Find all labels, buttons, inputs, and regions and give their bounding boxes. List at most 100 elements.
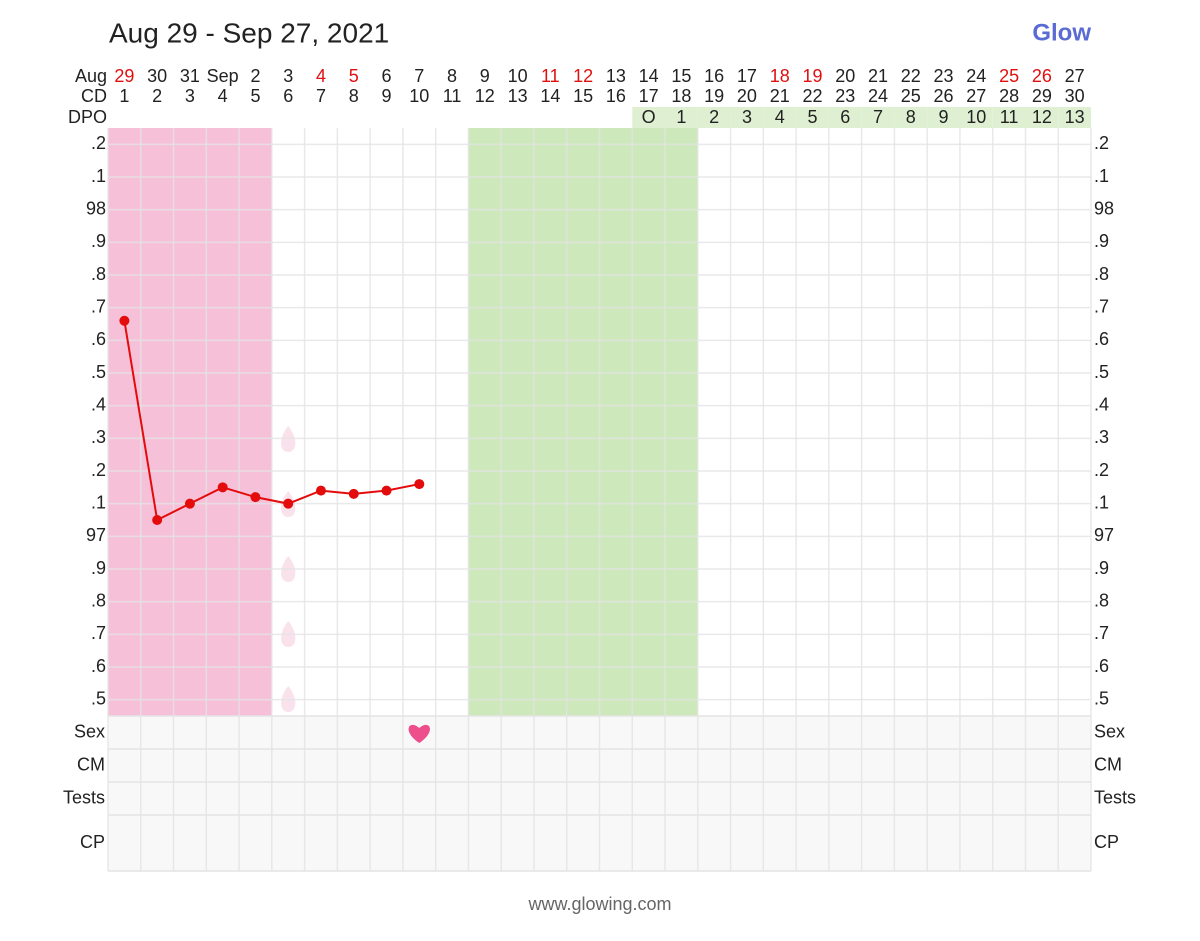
date-label: 20: [835, 66, 855, 86]
y2-tick-label: .6: [1094, 656, 1109, 676]
temperature-point: [283, 498, 294, 509]
dpo-label: 13: [1065, 107, 1085, 127]
dpo-label: 12: [1032, 107, 1052, 127]
dpo-label: 1: [676, 107, 686, 127]
date-label: 30: [147, 66, 167, 86]
dpo-label: 4: [775, 107, 785, 127]
cycle-day-label: 15: [573, 86, 593, 106]
date-label: 26: [1032, 66, 1052, 86]
dpo-cell-bg: [894, 107, 928, 128]
log-row-label-right: Tests: [1094, 787, 1136, 807]
y-tick-label: 97: [86, 525, 106, 545]
cycle-day-label: 13: [508, 86, 528, 106]
row-label: CD: [81, 86, 107, 106]
dpo-label: 2: [709, 107, 719, 127]
temperature-point: [119, 315, 130, 326]
cycle-day-label: 29: [1032, 86, 1052, 106]
date-label: 16: [704, 66, 724, 86]
date-label: 18: [770, 66, 790, 86]
date-label: 19: [802, 66, 822, 86]
dpo-cell-bg: [632, 107, 666, 128]
y-tick-label: .2: [91, 460, 106, 480]
y-tick-label: .7: [91, 296, 106, 316]
date-label: 10: [508, 66, 528, 86]
date-label: 14: [639, 66, 659, 86]
date-label: 23: [934, 66, 954, 86]
temperature-point: [315, 485, 326, 496]
date-label: 15: [671, 66, 691, 86]
date-label: 5: [349, 66, 359, 86]
cycle-day-label: 30: [1065, 86, 1085, 106]
date-label: 25: [999, 66, 1019, 86]
dpo-label: 8: [906, 107, 916, 127]
y-tick-label: .1: [91, 492, 106, 512]
log-row-label-right: Sex: [1094, 721, 1125, 741]
date-label: 6: [382, 66, 392, 86]
y-tick-label: .5: [91, 362, 106, 382]
y-tick-label: 98: [86, 198, 106, 218]
cycle-day-label: 11: [443, 86, 462, 106]
cycle-day-label: 1: [119, 86, 129, 106]
y-tick-label: .6: [91, 329, 106, 349]
y2-tick-label: .3: [1094, 427, 1109, 447]
y-tick-label: .9: [91, 231, 106, 251]
cycle-day-label: 24: [868, 86, 888, 106]
log-row-label: Tests: [63, 787, 105, 807]
cycle-day-label: 2: [152, 86, 162, 106]
dpo-cell-bg: [697, 107, 731, 128]
y2-tick-label: .8: [1094, 264, 1109, 284]
cycle-day-label: 18: [671, 86, 691, 106]
dpo-label: 3: [742, 107, 752, 127]
dpo-label: 9: [939, 107, 949, 127]
dpo-label: 7: [873, 107, 883, 127]
y2-tick-label: .1: [1094, 492, 1109, 512]
dpo-cell-bg: [1058, 107, 1091, 128]
log-row-label: Sex: [74, 721, 105, 741]
row-label: DPO: [68, 107, 107, 127]
temperature-point: [184, 498, 195, 509]
date-label: 27: [1065, 66, 1085, 86]
logo: Glow: [1032, 19, 1091, 46]
log-row-label-right: CM: [1094, 754, 1122, 774]
temperature-point: [250, 492, 261, 503]
y2-tick-label: .2: [1094, 460, 1109, 480]
date-label: 12: [573, 66, 593, 86]
cycle-day-label: 27: [966, 86, 986, 106]
log-row-label: CM: [77, 754, 105, 774]
y2-tick-label: .2: [1094, 133, 1109, 153]
date-label: 7: [414, 66, 424, 86]
date-label: 11: [541, 66, 560, 86]
cycle-day-label: 17: [639, 86, 659, 106]
date-label: 13: [606, 66, 626, 86]
cycle-day-label: 5: [250, 86, 260, 106]
y-tick-label: .8: [91, 264, 106, 284]
cycle-day-label: 22: [802, 86, 822, 106]
date-label: 4: [316, 66, 326, 86]
cycle-day-label: 28: [999, 86, 1019, 106]
y-tick-label: .5: [91, 688, 106, 708]
y2-tick-label: .1: [1094, 166, 1109, 186]
chart-title: Aug 29 - Sep 27, 2021: [109, 17, 389, 48]
dpo-cell-bg: [763, 107, 797, 128]
sex-heart: [408, 724, 430, 743]
y2-tick-label: .7: [1094, 623, 1109, 643]
cycle-day-label: 7: [316, 86, 326, 106]
log-row-label: CP: [80, 832, 105, 852]
cycle-day-label: 8: [349, 86, 359, 106]
dpo-cell-bg: [992, 107, 1026, 128]
dpo-label: 10: [966, 107, 986, 127]
y-tick-label: .6: [91, 656, 106, 676]
y2-tick-label: .9: [1094, 558, 1109, 578]
dpo-label: 5: [807, 107, 817, 127]
cycle-day-label: 10: [409, 86, 429, 106]
date-label: 31: [180, 66, 200, 86]
cycle-day-label: 12: [475, 86, 495, 106]
date-label: Sep: [207, 66, 239, 86]
cycle-day-label: 4: [218, 86, 228, 106]
y-tick-label: .9: [91, 558, 106, 578]
temperature-point: [381, 485, 392, 496]
cycle-day-label: 21: [770, 86, 790, 106]
temperature-point: [217, 482, 228, 493]
dpo-cell-bg: [828, 107, 862, 128]
y2-tick-label: 97: [1094, 525, 1114, 545]
